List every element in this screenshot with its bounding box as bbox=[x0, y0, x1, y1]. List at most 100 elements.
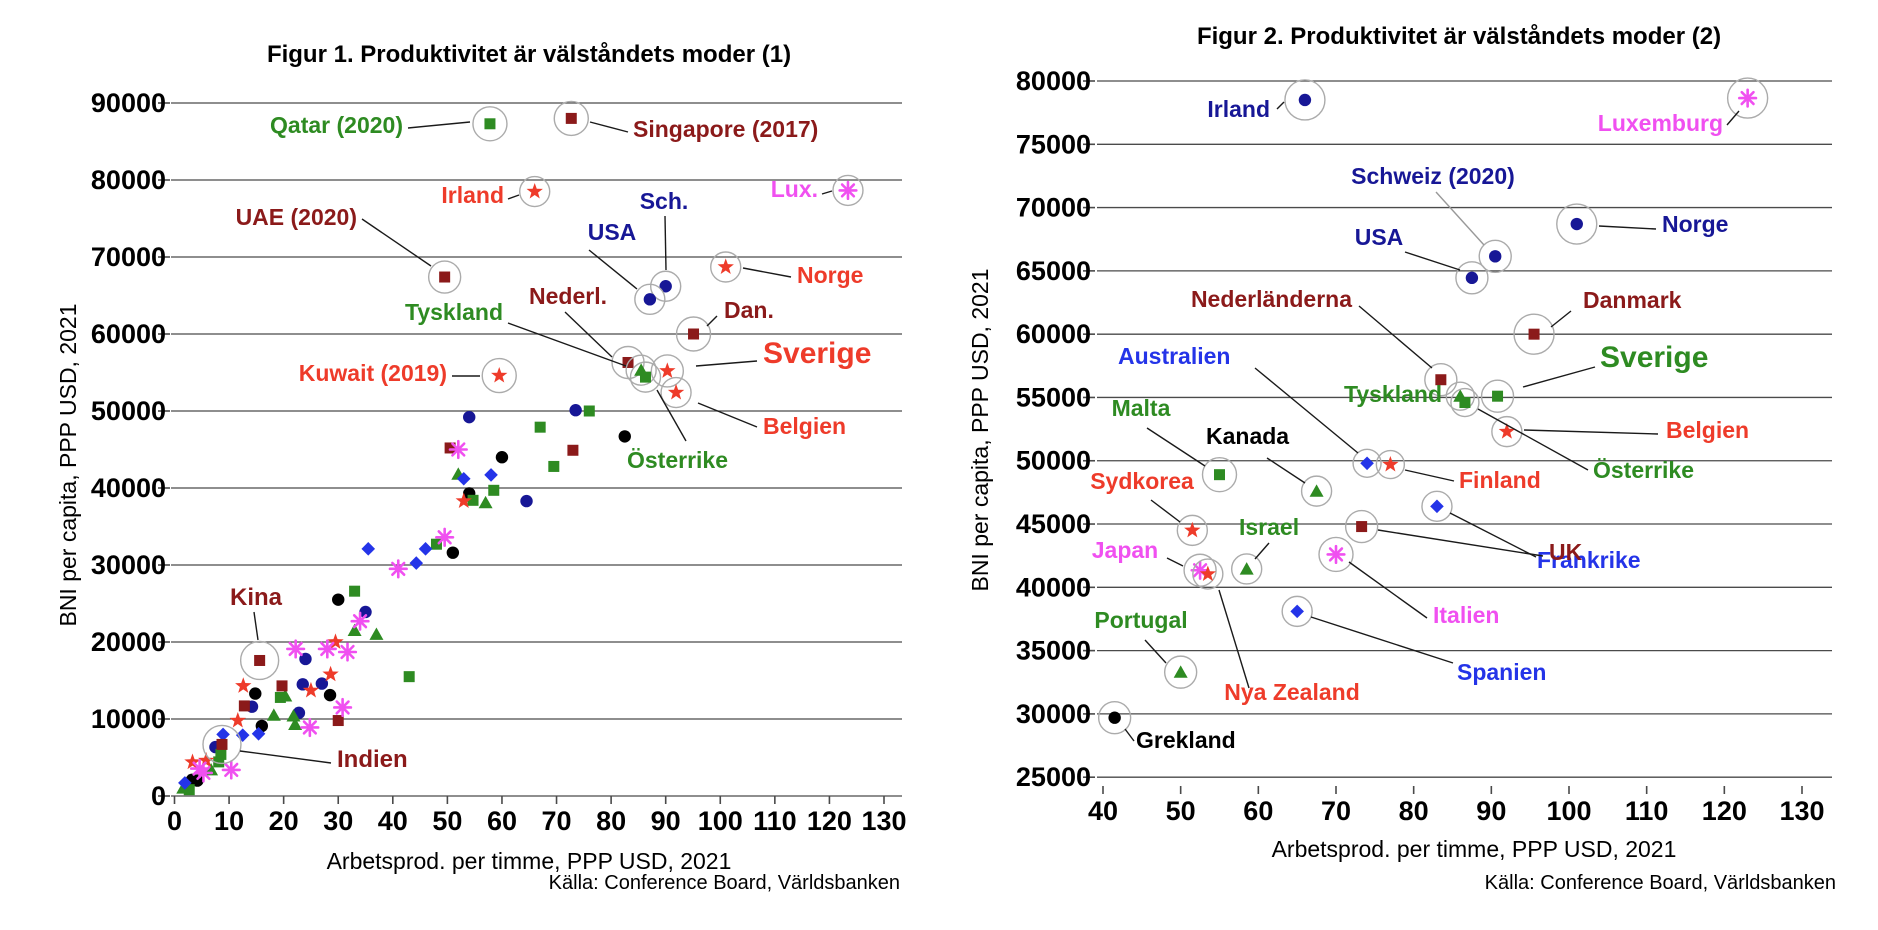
y-axis-title-text: BNI per capita, PPP USD, 2021 bbox=[967, 268, 993, 591]
point-asterisk bbox=[1326, 544, 1346, 565]
country-label: Belgien bbox=[1666, 417, 1749, 443]
x-axis-title: Arbetsprod. per timme, PPP USD, 2021 bbox=[1272, 836, 1677, 862]
point-square bbox=[183, 784, 195, 796]
point-square bbox=[238, 700, 250, 712]
point-circle bbox=[1570, 217, 1583, 231]
x-axis-title-text: Arbetsprod. per timme, PPP USD, 2021 bbox=[327, 848, 732, 874]
country-label: Australien bbox=[1118, 343, 1230, 369]
y-tick-label: 10000 bbox=[91, 704, 166, 734]
highlight-circle bbox=[1450, 387, 1480, 418]
x-axis: 0 10 20 30 40 50 60 70 80 90 100 110 120 130 bbox=[167, 796, 907, 836]
annotation-leader-line bbox=[1124, 728, 1135, 742]
highlight-circle bbox=[553, 100, 589, 137]
annotation-leader-line bbox=[1166, 557, 1184, 567]
country-label: Portugal bbox=[1094, 607, 1187, 633]
country-label: Kina bbox=[230, 584, 283, 611]
highlight-circle bbox=[1163, 655, 1198, 689]
country-label: UK bbox=[1549, 539, 1583, 565]
country-label: Sverige bbox=[1600, 341, 1708, 374]
point-circle bbox=[659, 280, 672, 293]
x-tick-label: 90 bbox=[651, 806, 681, 836]
point-diamond bbox=[1290, 604, 1304, 619]
point-diamond bbox=[418, 542, 433, 556]
country-annotations: Irland Luxemburg Schweiz (2020) USA Norge Dan… bbox=[1090, 96, 1749, 753]
country-label: Belgien bbox=[763, 413, 846, 439]
country-label: Sydkorea bbox=[1090, 468, 1194, 494]
annotation-leader-line bbox=[1218, 589, 1250, 689]
chart-title: Figur 2. Produktivitet är välståndets mo… bbox=[1197, 23, 1721, 50]
point-asterisk bbox=[337, 642, 358, 662]
annotation-leader-line bbox=[1266, 457, 1306, 484]
annotation-leader-line bbox=[588, 249, 638, 290]
highlight-circle bbox=[1424, 363, 1458, 397]
y-tick-label: 20000 bbox=[91, 627, 166, 657]
point-diamond bbox=[1430, 499, 1444, 514]
point-circle bbox=[1465, 271, 1479, 285]
annotation-leader-line bbox=[1550, 310, 1572, 328]
annotation-leader-line bbox=[589, 121, 629, 133]
y-tick-label: 70000 bbox=[91, 242, 166, 272]
point-star bbox=[667, 383, 685, 400]
point-square bbox=[216, 738, 228, 750]
highlight-circle bbox=[1230, 553, 1263, 585]
point-square bbox=[1356, 521, 1368, 533]
x-tick-label: 130 bbox=[861, 806, 906, 836]
point-star bbox=[1184, 521, 1201, 538]
x-tick-label: 100 bbox=[698, 806, 743, 836]
country-label: Kanada bbox=[1206, 423, 1289, 449]
annotation-leader-line bbox=[821, 190, 833, 195]
point-triangle bbox=[1173, 665, 1188, 678]
point-square bbox=[565, 112, 577, 124]
y-tick-label: 40000 bbox=[91, 473, 166, 503]
x-tick-label: 110 bbox=[1625, 796, 1669, 826]
country-label: Tyskland bbox=[1344, 381, 1442, 407]
country-label: Norge bbox=[797, 262, 863, 288]
point-asterisk bbox=[435, 527, 455, 547]
point-triangle bbox=[1309, 484, 1324, 497]
y-tick-label: 75000 bbox=[1016, 129, 1091, 159]
highlight-circle bbox=[239, 640, 280, 681]
highlight-circle bbox=[832, 174, 864, 207]
highlighted-points bbox=[1097, 77, 1769, 735]
x-tick-label: 90 bbox=[1476, 796, 1506, 826]
highlight-circle bbox=[481, 357, 517, 394]
highlight-circle bbox=[1176, 514, 1209, 547]
annotation-leader-line bbox=[1254, 367, 1359, 454]
y-tick-label: 80000 bbox=[1016, 66, 1091, 96]
point-star bbox=[526, 182, 543, 199]
point-triangle bbox=[266, 708, 281, 721]
point-square bbox=[430, 538, 442, 550]
annotation-leader-line bbox=[507, 322, 627, 367]
annotation-leader-line bbox=[1477, 408, 1589, 471]
annotation-leader-line bbox=[507, 194, 520, 200]
point-triangle bbox=[369, 627, 384, 640]
country-label: Malta bbox=[1112, 395, 1171, 421]
x-tick-label: 20 bbox=[269, 806, 299, 836]
annotation-leader-line bbox=[1435, 191, 1485, 246]
annotation-leader-line bbox=[1310, 616, 1454, 664]
y-axis-title-text: BNI per capita, PPP USD, 2021 bbox=[55, 303, 81, 626]
x-tick-label: 120 bbox=[807, 806, 852, 836]
country-label: Frankrike bbox=[1537, 547, 1641, 573]
point-circle bbox=[299, 652, 312, 666]
point-triangle bbox=[288, 717, 303, 730]
point-square bbox=[1459, 397, 1471, 409]
point-diamond bbox=[235, 728, 250, 742]
y-axis-tick-labels: 0 10000 20000 30000 40000 50000 60000 70000 8000… bbox=[91, 88, 166, 811]
point-square bbox=[439, 271, 451, 283]
annotation-leader-line bbox=[1523, 429, 1659, 435]
point-asterisk bbox=[838, 180, 858, 200]
point-star bbox=[302, 681, 320, 698]
annotation-leader-line bbox=[1726, 110, 1740, 126]
y-tick-label: 50000 bbox=[91, 396, 166, 426]
point-square bbox=[467, 494, 479, 506]
country-label: Japan bbox=[1092, 537, 1158, 563]
highlight-circle bbox=[1281, 595, 1313, 628]
annotation-leader-line bbox=[1522, 366, 1596, 388]
point-square bbox=[567, 444, 579, 456]
highlight-circle bbox=[625, 354, 657, 386]
country-label: Grekland bbox=[1136, 727, 1236, 753]
point-circle bbox=[315, 677, 329, 690]
annotation-leader-line bbox=[656, 389, 687, 442]
highlight-circle bbox=[427, 260, 462, 294]
